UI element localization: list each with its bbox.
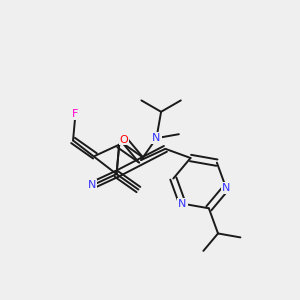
Text: N: N	[88, 180, 96, 190]
Text: F: F	[72, 109, 79, 119]
Text: O: O	[119, 135, 128, 145]
Text: N: N	[178, 199, 187, 209]
Text: N: N	[222, 183, 230, 193]
Text: N: N	[152, 133, 160, 143]
